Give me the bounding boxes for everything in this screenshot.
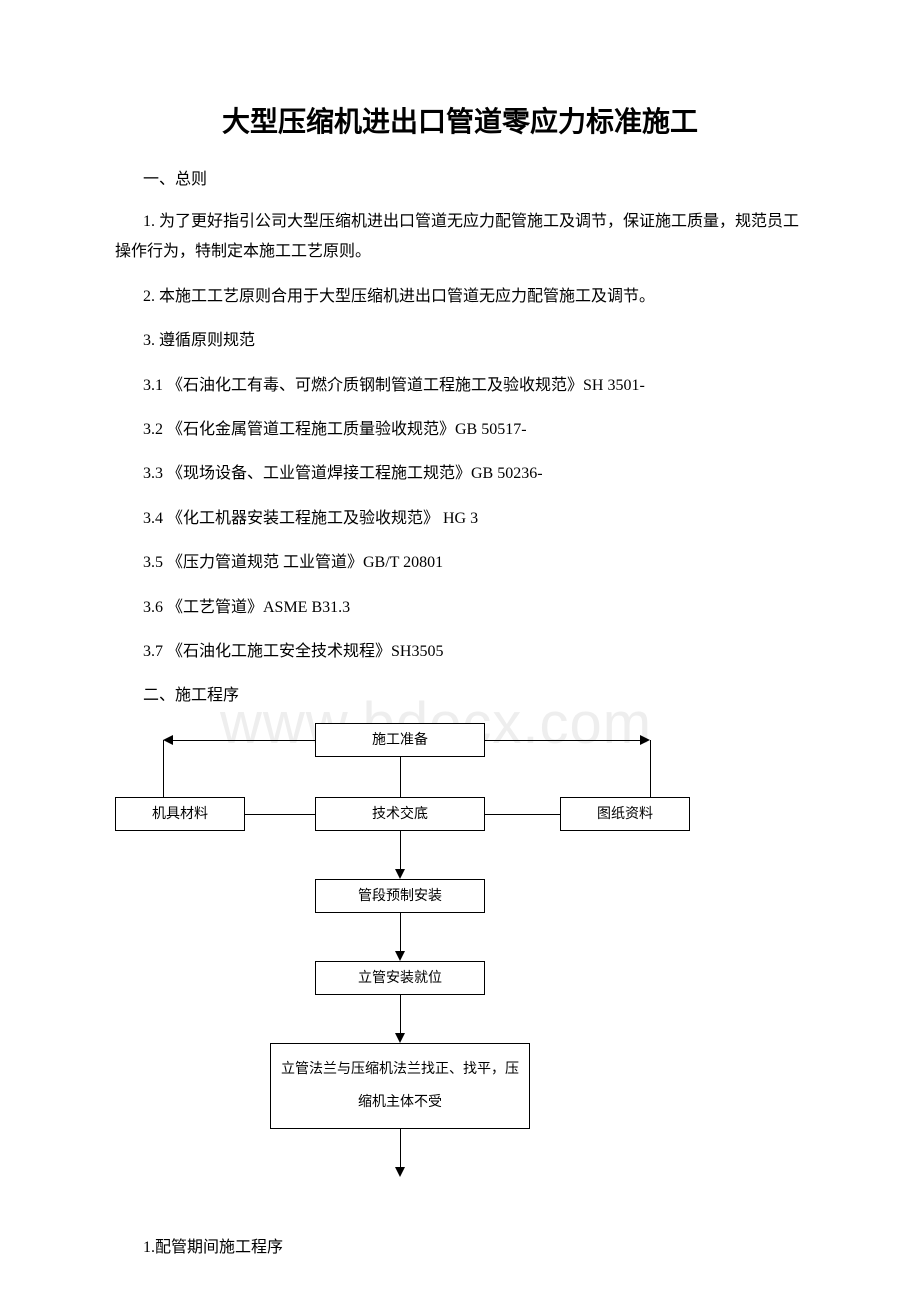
flow-node-label: 机具材料 — [152, 798, 208, 832]
flow-connector — [173, 740, 315, 741]
paragraph-3-4: 3.4 《化工机器安装工程施工及验收规范》 HG 3 — [143, 504, 805, 534]
paragraph-3-1: 3.1 《石油化工有毒、可燃介质钢制管道工程施工及验收规范》SH 3501- — [143, 371, 805, 401]
flow-connector — [400, 757, 401, 797]
flow-node-tech: 技术交底 — [315, 797, 485, 831]
flow-connector — [650, 740, 651, 797]
flow-node-label: 立管法兰与压缩机法兰找正、找平，压缩机主体不受 — [281, 1053, 519, 1120]
paragraph-1: 1. 为了更好指引公司大型压缩机进出口管道无应力配管施工及调节，保证施工质量，规… — [115, 207, 805, 268]
flow-connector — [245, 814, 315, 815]
paragraph-3-3: 3.3 《现场设备、工业管道焊接工程施工规范》GB 50236- — [143, 459, 805, 489]
flow-arrow-icon — [395, 1033, 405, 1043]
paragraph-3-7: 3.7 《石油化工施工安全技术规程》SH3505 — [143, 637, 805, 667]
flow-node-prep: 施工准备 — [315, 723, 485, 757]
flow-node-drawings: 图纸资料 — [560, 797, 690, 831]
flow-connector — [400, 995, 401, 1033]
flow-connector — [163, 740, 164, 797]
flow-node-flange: 立管法兰与压缩机法兰找正、找平，压缩机主体不受 — [270, 1043, 530, 1129]
footer-paragraph: 1.配管期间施工程序 — [143, 1233, 805, 1257]
flow-node-label: 立管安装就位 — [358, 962, 442, 996]
flow-arrow-icon — [395, 869, 405, 879]
paragraph-3: 3. 遵循原则规范 — [143, 326, 805, 356]
flow-connector — [485, 740, 640, 741]
paragraph-2: 2. 本施工工艺原则合用于大型压缩机进出口管道无应力配管施工及调节。 — [143, 282, 805, 312]
flow-connector — [400, 1129, 401, 1167]
flow-node-riser: 立管安装就位 — [315, 961, 485, 995]
flow-node-label: 图纸资料 — [597, 798, 653, 832]
flow-arrow-icon — [395, 1167, 405, 1177]
flow-arrow-icon — [395, 951, 405, 961]
section-2-heading: 二、施工程序 — [143, 681, 805, 705]
flow-node-label: 施工准备 — [372, 724, 428, 758]
flow-arrow-icon — [640, 735, 650, 745]
flow-connector — [400, 913, 401, 951]
flow-node-label: 技术交底 — [372, 798, 428, 832]
flow-node-materials: 机具材料 — [115, 797, 245, 831]
flow-node-prefab: 管段预制安装 — [315, 879, 485, 913]
flow-connector — [400, 831, 401, 869]
paragraph-3-6: 3.6 《工艺管道》ASME B31.3 — [143, 593, 805, 623]
flowchart-container: 施工准备 机具材料 技术交底 图纸资料 管段预制安装 立管安装就位 立管法兰与压… — [115, 723, 805, 1203]
paragraph-3-5: 3.5 《压力管道规范 工业管道》GB/T 20801 — [143, 548, 805, 578]
flow-connector — [485, 814, 560, 815]
document-title: 大型压缩机进出口管道零应力标准施工 — [115, 100, 805, 140]
flow-node-label: 管段预制安装 — [358, 880, 442, 914]
flow-arrow-icon — [163, 735, 173, 745]
section-1-heading: 一、总则 — [143, 165, 805, 189]
paragraph-3-2: 3.2 《石化金属管道工程施工质量验收规范》GB 50517- — [143, 415, 805, 445]
